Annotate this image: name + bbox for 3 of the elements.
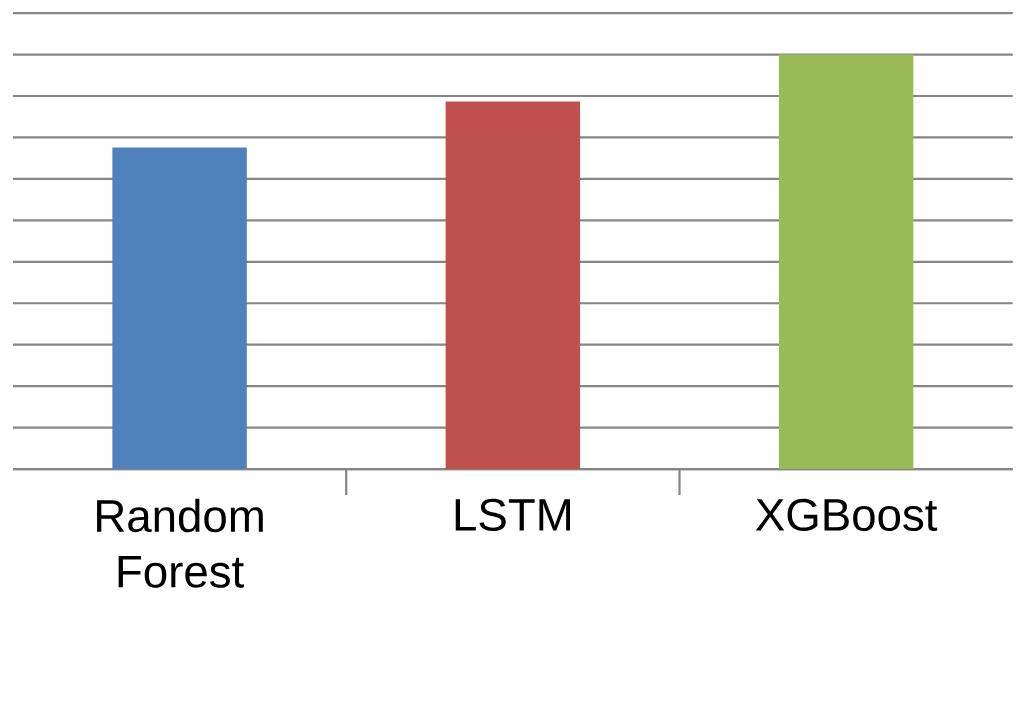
x-tick-label: XGBoost [755,498,938,531]
x-tick-label: LSTM [455,498,570,531]
x-tick-label: Random Forest [97,498,263,588]
